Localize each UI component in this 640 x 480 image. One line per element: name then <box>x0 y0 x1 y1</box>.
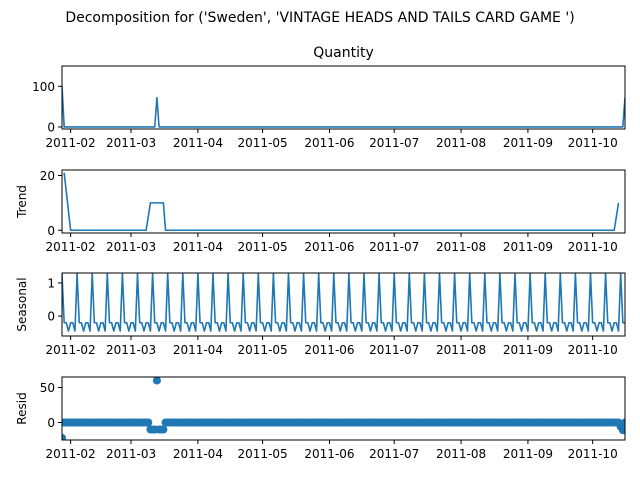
x-tick-label: 2011-03 <box>106 136 156 150</box>
y-axis-label: Seasonal <box>15 277 29 331</box>
x-tick-label: 2011-02 <box>46 136 96 150</box>
x-tick-label: 2011-06 <box>304 136 354 150</box>
x-tick-label: 2011-08 <box>436 240 486 254</box>
y-tick-label: 20 <box>40 169 55 183</box>
x-tick-label: 2011-06 <box>304 447 354 461</box>
x-tick-label: 2011-03 <box>106 447 156 461</box>
x-tick-label: 2011-08 <box>436 447 486 461</box>
x-tick-label: 2011-07 <box>369 343 419 357</box>
x-tick-label: 2011-05 <box>238 136 288 150</box>
resid-point <box>159 425 168 434</box>
y-tick-label: 0 <box>47 416 55 430</box>
x-tick-label: 2011-03 <box>106 240 156 254</box>
panel-2: Trend 0 20 2011-02 2011-03 2011-04 2011-05 2011… <box>15 169 626 254</box>
x-tick-label: 2011-08 <box>436 136 486 150</box>
resid-point <box>618 426 625 435</box>
x-tick-label: 2011-10 <box>568 447 618 461</box>
resid-point <box>621 418 625 427</box>
axes-frame <box>61 65 626 130</box>
resid-point <box>152 377 161 385</box>
series-line <box>62 86 625 128</box>
axes-frame <box>61 169 626 234</box>
panel-3: Seasonal 0 1 2011-02 2011-03 2011-04 2011-05 20… <box>15 272 626 357</box>
resid-point <box>144 418 153 427</box>
series-group <box>62 86 625 128</box>
series-group <box>63 172 620 232</box>
y-tick-label: 50 <box>40 381 55 395</box>
x-tick-label: 2011-07 <box>369 447 419 461</box>
panel-4: Resid 0 50 2011-02 2011-03 2011-04 2011-05 2011… <box>15 376 626 461</box>
x-tick-label: 2011-10 <box>568 136 618 150</box>
y-axis-label: Resid <box>15 392 29 424</box>
x-tick-label: 2011-04 <box>173 240 223 254</box>
figure-suptitle: Decomposition for ('Sweden', 'VINTAGE HE… <box>65 10 574 26</box>
x-tick-label: 2011-06 <box>304 240 354 254</box>
x-tick-label: 2011-05 <box>238 343 288 357</box>
x-tick-label: 2011-09 <box>503 447 553 461</box>
y-axis-label: Trend <box>15 185 29 219</box>
resid-point <box>62 433 66 440</box>
x-tick-label: 2011-06 <box>304 343 354 357</box>
axes-frame <box>61 376 626 441</box>
y-tick-label: 0 <box>47 224 55 238</box>
x-tick-label: 2011-09 <box>503 136 553 150</box>
x-tick-label: 2011-02 <box>46 447 96 461</box>
x-tick-label: 2011-10 <box>568 240 618 254</box>
x-tick-label: 2011-02 <box>46 240 96 254</box>
y-tick-label: 0 <box>47 310 55 324</box>
x-tick-label: 2011-10 <box>568 343 618 357</box>
x-tick-label: 2011-03 <box>106 343 156 357</box>
x-tick-label: 2011-04 <box>173 136 223 150</box>
x-tick-label: 2011-09 <box>503 240 553 254</box>
x-tick-label: 2011-07 <box>369 240 419 254</box>
x-tick-label: 2011-05 <box>238 447 288 461</box>
series-line <box>62 273 625 332</box>
x-tick-label: 2011-02 <box>46 343 96 357</box>
x-tick-label: 2011-07 <box>369 136 419 150</box>
y-tick-label: 0 <box>47 120 55 134</box>
y-tick-label: 100 <box>32 80 55 94</box>
x-tick-label: 2011-09 <box>503 343 553 357</box>
x-tick-label: 2011-05 <box>238 240 288 254</box>
series-group <box>62 273 625 332</box>
series-line <box>63 172 620 232</box>
panel-1: Quantity 0 100 2011-02 2011-03 2011-04 2011-05… <box>32 45 626 150</box>
x-tick-label: 2011-04 <box>173 447 223 461</box>
x-tick-label: 2011-04 <box>173 343 223 357</box>
series-group <box>62 377 625 440</box>
axes-frame <box>61 272 626 337</box>
y-tick-label: 1 <box>47 276 55 290</box>
panel-title: Quantity <box>313 45 374 61</box>
x-tick-label: 2011-08 <box>436 343 486 357</box>
